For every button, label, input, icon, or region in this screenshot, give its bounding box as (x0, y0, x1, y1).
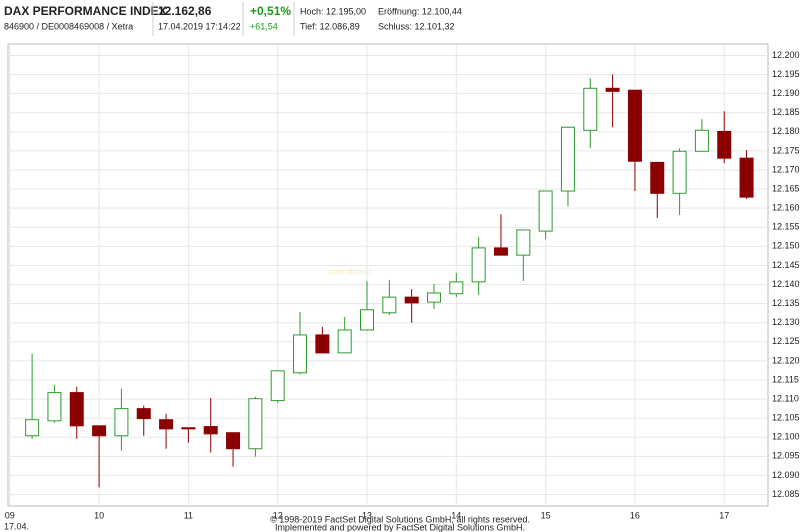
y-tick-label: 12.195 (772, 69, 800, 79)
copyright: © 1998-2019 FactSet Digital Solutions Gm… (270, 514, 530, 524)
index-ids: 846900 / DE0008469008 / Xetra (4, 21, 133, 31)
x-tick-label: 10 (94, 510, 104, 520)
candle-body (449, 281, 464, 295)
price: 12.162,86 (158, 4, 212, 18)
candle-body (538, 190, 553, 232)
candle-body (136, 408, 151, 420)
y-tick-label: 12.200 (772, 50, 800, 60)
y-tick-label: 12.120 (772, 355, 800, 365)
candle-body (672, 150, 687, 194)
candle-body (114, 408, 129, 437)
y-tick-label: 12.160 (772, 203, 800, 213)
x-tick-label: 13 (362, 510, 372, 520)
candle-body (203, 426, 218, 435)
candle-body (47, 392, 62, 422)
candle-body (694, 129, 709, 152)
candle-body (650, 161, 665, 194)
day-open: Eröffnung: 12.100,44 (378, 6, 462, 16)
candle-body (717, 130, 732, 159)
watermark: comdirect (328, 266, 371, 276)
candle-body (627, 89, 642, 162)
x-tick-label: 09 (5, 510, 15, 520)
x-tick-label: 15 (541, 510, 551, 520)
plot-frame (7, 43, 769, 507)
change-abs: +61,54 (250, 21, 278, 31)
candle-body (159, 419, 174, 430)
candle-body (69, 392, 84, 427)
y-tick-label: 12.095 (772, 451, 800, 461)
candle-body (605, 87, 620, 92)
candle-body (493, 247, 508, 256)
y-tick-label: 12.145 (772, 260, 800, 270)
x-tick-label: 11 (184, 510, 193, 520)
candle-body (516, 229, 531, 256)
candle-body (25, 419, 40, 437)
y-tick-label: 12.115 (772, 374, 799, 384)
y-tick-label: 12.165 (772, 183, 800, 193)
y-tick-label: 12.150 (772, 241, 800, 251)
candle-body (92, 425, 107, 437)
index-title: DAX PERFORMANCE INDEX (4, 4, 167, 18)
y-tick-label: 12.185 (772, 107, 800, 117)
candle-body (270, 370, 285, 402)
candle-body (360, 309, 375, 331)
powered-by: Implemented and powered by FactSet Digit… (275, 522, 525, 532)
candle-body (315, 334, 330, 354)
x-tick-label: 17 (719, 510, 729, 520)
y-tick-label: 12.135 (772, 298, 800, 308)
y-tick-label: 12.180 (772, 126, 800, 136)
timestamp: 17.04.2019 17:14:22 (158, 21, 241, 31)
candle-body (583, 87, 598, 131)
date-label: 17.04. (4, 521, 29, 531)
y-tick-label: 12.105 (772, 413, 800, 423)
candle-body (426, 292, 441, 303)
day-low: Tief: 12.086,89 (300, 21, 360, 31)
x-tick-label: 12 (273, 510, 283, 520)
candle-body (739, 157, 754, 198)
candle-body (181, 427, 196, 430)
y-tick-label: 12.100 (772, 432, 800, 442)
y-tick-label: 12.190 (772, 88, 800, 98)
candle-body (337, 329, 352, 354)
y-tick-label: 12.085 (772, 489, 800, 499)
x-tick-label: 16 (630, 510, 640, 520)
day-high: Hoch: 12.195,00 (300, 6, 366, 16)
candle-body (382, 296, 397, 314)
candle-body (471, 247, 486, 283)
candle-body (560, 126, 575, 192)
candle-body (248, 398, 263, 450)
prev-close: Schluss: 12.101,32 (378, 21, 455, 31)
y-tick-label: 12.155 (772, 222, 800, 232)
x-tick-label: 14 (451, 510, 461, 520)
candle-body (226, 432, 241, 450)
y-tick-label: 12.110 (772, 393, 799, 403)
y-tick-label: 12.170 (772, 164, 800, 174)
y-tick-label: 12.090 (772, 470, 800, 480)
y-tick-label: 12.125 (772, 336, 800, 346)
change-pct: +0,51% (250, 4, 291, 18)
y-tick-label: 12.140 (772, 279, 800, 289)
candle-body (404, 296, 419, 304)
candle-body (293, 334, 308, 374)
y-tick-label: 12.175 (772, 145, 800, 155)
y-tick-label: 12.130 (772, 317, 800, 327)
